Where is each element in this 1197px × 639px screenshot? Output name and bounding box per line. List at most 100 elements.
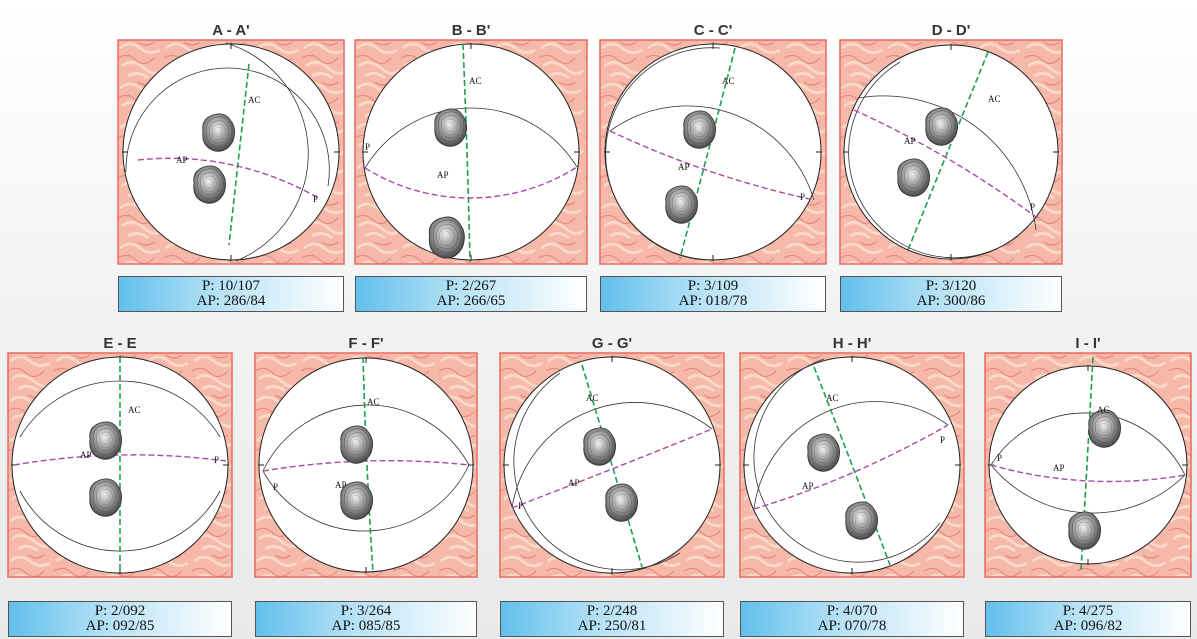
density-contour [89, 421, 122, 460]
primitive-circle [743, 356, 961, 574]
ap-plane-line [753, 424, 949, 510]
panel-title: I - I' [1075, 335, 1101, 352]
panel-g: G - G' AC AP P P: 2/248 AP: 250/81 [499, 335, 725, 639]
orientation-label: P: 3/120 AP: 300/86 [840, 276, 1062, 312]
p-label: P [365, 142, 370, 152]
p-value: P: 4/070 [826, 603, 878, 619]
ac-plane-line [228, 63, 250, 246]
density-contour [665, 185, 698, 224]
ac-label: AC [1097, 405, 1110, 415]
ac-label: AC [826, 393, 839, 403]
stereonet: AC AP P [7, 352, 233, 578]
ap-value: AP: 085/85 [331, 618, 401, 634]
p-label: P [997, 453, 1002, 463]
p-label: P [518, 501, 523, 511]
orientation-label: P: 3/264 AP: 085/85 [255, 601, 477, 637]
ac-label: AC [248, 95, 261, 105]
panel-c: C - C' AC AP P P: 3/109 AP: 018/78 [599, 22, 827, 322]
density-contour [340, 481, 373, 520]
panel-title: C - C' [693, 22, 733, 39]
ap-plane-line [609, 130, 815, 201]
p-value: P: 10/107 [202, 278, 260, 294]
ac-label: AC [722, 76, 735, 86]
ac-plane-line [581, 364, 643, 568]
ap-plane-line [511, 428, 713, 509]
great-circle [990, 412, 1186, 476]
stereonet: AC AP P [354, 39, 588, 265]
density-contour [340, 425, 373, 464]
ap-value: AP: 018/78 [678, 293, 748, 309]
great-circle [605, 47, 721, 261]
primitive-circle [258, 357, 474, 573]
density-contour [583, 427, 616, 466]
great-circle [125, 67, 330, 187]
great-circle [262, 464, 470, 532]
panel-title: D - D' [931, 22, 971, 39]
p-label: P [214, 455, 219, 465]
ac-label: AC [367, 397, 380, 407]
panel-title: E - E [103, 335, 137, 352]
great-circle [609, 105, 815, 201]
great-circle [753, 358, 941, 563]
panel-h: H - H' AC AP P P: 4/070 AP: 070/78 [739, 335, 965, 639]
panel-title: B - B' [451, 22, 491, 39]
great-circle [857, 95, 1037, 231]
ap-plane-line [364, 166, 578, 199]
density-contour [193, 165, 226, 204]
great-circle [19, 380, 221, 438]
panel-title: A - A' [212, 22, 250, 39]
stereonet: AC AP P [984, 352, 1192, 578]
p-label: P [313, 194, 318, 204]
ap-value: AP: 096/82 [1053, 618, 1123, 634]
orientation-label: P: 10/107 AP: 286/84 [118, 276, 344, 312]
panel-d: D - D' AC AP P P: 3/120 AP: 300/86 [839, 22, 1063, 322]
orientation-label: P: 2/092 AP: 092/85 [8, 601, 232, 637]
p-label: P [273, 482, 278, 492]
stereonet: AC AP P [839, 39, 1063, 265]
great-circle [848, 61, 1019, 259]
stereonet: AC AP P [599, 39, 827, 265]
panel-e: E - E AC AP P P: 2/092 AP: 092/85 [7, 335, 233, 639]
stereonet: AC AP P [254, 352, 478, 578]
panel-a: A - A' AC AP P P: 10/107 AP: 286/84 [117, 22, 345, 322]
ac-plane-line [1080, 356, 1094, 572]
ac-plane-line [362, 356, 374, 574]
p-label: P [1030, 202, 1035, 212]
density-contour [428, 216, 465, 259]
primitive-circle [843, 44, 1059, 260]
great-circle [511, 402, 713, 509]
orientation-label: P: 2/267 AP: 266/65 [355, 276, 587, 312]
panel-title: F - F' [348, 335, 384, 352]
ac-label: AC [469, 76, 482, 86]
ap-value: AP: 300/86 [916, 293, 986, 309]
density-contour [807, 433, 840, 472]
ap-plane-line [262, 460, 470, 472]
p-value: P: 4/275 [1062, 603, 1114, 619]
ac-plane-line [679, 47, 736, 259]
density-contour [605, 483, 638, 522]
density-contour [845, 501, 878, 540]
ap-plane-line [137, 157, 321, 200]
p-value: P: 3/264 [340, 603, 392, 619]
p-value: P: 2/267 [445, 278, 497, 294]
orientation-label: P: 3/109 AP: 018/78 [600, 276, 826, 312]
density-contour [925, 107, 958, 146]
ac-label: AC [988, 94, 1001, 104]
stereonet: AC AP P [117, 39, 345, 265]
panel-title: H - H' [832, 335, 872, 352]
orientation-label: P: 4/070 AP: 070/78 [740, 601, 964, 637]
ap-label: AP [678, 162, 690, 172]
ap-value: AP: 070/78 [817, 618, 887, 634]
ap-label: AP [1053, 463, 1065, 473]
ap-value: AP: 092/85 [85, 618, 155, 634]
ap-plane-line [13, 454, 227, 466]
density-contour [1068, 511, 1101, 550]
ac-label: AC [128, 405, 141, 415]
stereonet: AC AP P [739, 352, 965, 578]
ap-plane-line [990, 464, 1186, 483]
ap-label: AP [335, 480, 347, 490]
panel-title: G - G' [591, 335, 633, 352]
ap-label: AP [568, 478, 580, 488]
density-contour [897, 158, 930, 197]
great-circle [753, 401, 949, 510]
